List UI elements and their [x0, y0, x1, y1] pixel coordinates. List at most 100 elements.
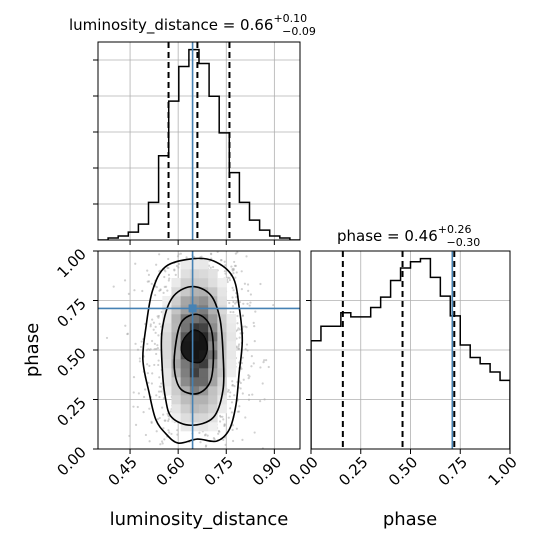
scatter-point — [223, 260, 226, 263]
scatter-point — [154, 325, 157, 328]
scatter-point — [185, 256, 188, 259]
scatter-point — [243, 282, 247, 285]
scatter-point — [224, 264, 227, 267]
scatter-point — [235, 271, 238, 274]
scatter-point — [138, 360, 142, 363]
density-cell — [217, 350, 227, 360]
scatter-point — [158, 253, 161, 256]
scatter-point — [150, 420, 153, 423]
scatter-point — [174, 273, 177, 276]
density-cell — [208, 422, 218, 432]
scatter-point — [132, 391, 135, 394]
density-cell — [208, 287, 218, 297]
scatter-point — [238, 405, 241, 408]
scatter-point — [272, 303, 275, 307]
scatter-point — [166, 289, 169, 292]
density-cell — [217, 296, 227, 306]
scatter-point — [231, 286, 234, 289]
density-cell — [180, 260, 191, 270]
scatter-point — [177, 262, 181, 266]
scatter-point — [248, 393, 251, 397]
scatter-point — [149, 325, 152, 328]
density-cell — [180, 278, 191, 288]
scatter-point — [167, 279, 170, 282]
scatter-point — [150, 339, 154, 343]
scatter-point — [247, 289, 250, 292]
density-cell — [162, 359, 172, 369]
scatter-point — [158, 376, 161, 379]
scatter-point — [230, 265, 233, 268]
scatter-point — [160, 440, 164, 443]
density-cell — [208, 323, 218, 333]
scatter-point — [146, 363, 149, 366]
scatter-point — [236, 322, 239, 325]
density-cell — [226, 332, 237, 342]
density-cell — [180, 287, 191, 297]
scatter-point — [236, 328, 239, 332]
scatter-point — [265, 359, 268, 362]
x-tick-label: 0.25 — [335, 453, 371, 489]
density-cell — [226, 323, 237, 333]
density-cell — [189, 413, 200, 423]
density-cell — [208, 296, 218, 306]
scatter-point — [146, 269, 149, 272]
density-cell — [226, 314, 237, 324]
scatter-point — [230, 411, 233, 414]
density-cell — [171, 413, 181, 423]
scatter-point — [224, 272, 227, 275]
panel-lumdist-hist — [97, 41, 301, 241]
density-cell — [226, 368, 237, 378]
scatter-point — [167, 429, 170, 432]
density-cell — [180, 368, 191, 378]
scatter-point — [157, 363, 160, 367]
scatter-point — [164, 419, 167, 422]
x-tick-label: 0.90 — [249, 453, 285, 489]
density-cell — [171, 287, 181, 297]
scatter-point — [250, 354, 253, 358]
density-cell — [162, 386, 172, 396]
density-cell — [217, 314, 227, 324]
density-cell — [189, 386, 200, 396]
scatter-point — [228, 301, 231, 305]
scatter-point — [222, 418, 225, 421]
density-cell — [217, 395, 227, 405]
x-tick-label: 0.75 — [435, 453, 471, 489]
scatter-point — [252, 362, 255, 365]
density-cell — [180, 377, 191, 387]
scatter-point — [166, 266, 169, 270]
density-cell — [199, 278, 209, 288]
y-tick-label: 1.00 — [53, 245, 89, 281]
scatter-point — [245, 255, 248, 258]
scatter-point — [209, 266, 212, 269]
scatter-point — [133, 289, 136, 292]
scatter-point — [226, 390, 230, 393]
scatter-point — [146, 372, 149, 375]
density-cell — [171, 404, 181, 414]
scatter-point — [228, 279, 232, 282]
scatter-point — [132, 376, 136, 379]
density-cell — [162, 296, 172, 306]
density-cell — [171, 350, 181, 360]
scatter-point — [216, 251, 219, 254]
density-cell — [171, 368, 181, 378]
density-cell — [226, 350, 237, 360]
scatter-point — [156, 344, 159, 347]
density-cell — [171, 359, 181, 369]
x-tick-label: 0.60 — [153, 453, 189, 489]
scatter-point — [235, 301, 238, 304]
scatter-point — [232, 289, 235, 292]
scatter-point — [259, 366, 262, 369]
density-cell — [208, 386, 218, 396]
scatter-point — [246, 302, 249, 305]
scatter-point — [158, 270, 161, 273]
density-cell — [180, 386, 191, 396]
scatter-point — [239, 387, 242, 390]
scatter-point — [147, 381, 150, 384]
scatter-point — [157, 359, 160, 362]
scatter-point — [160, 390, 163, 393]
density-cell — [208, 395, 218, 405]
density-cell — [189, 296, 200, 306]
scatter-point — [176, 433, 179, 436]
scatter-point — [155, 394, 158, 397]
density-cell — [217, 368, 227, 378]
